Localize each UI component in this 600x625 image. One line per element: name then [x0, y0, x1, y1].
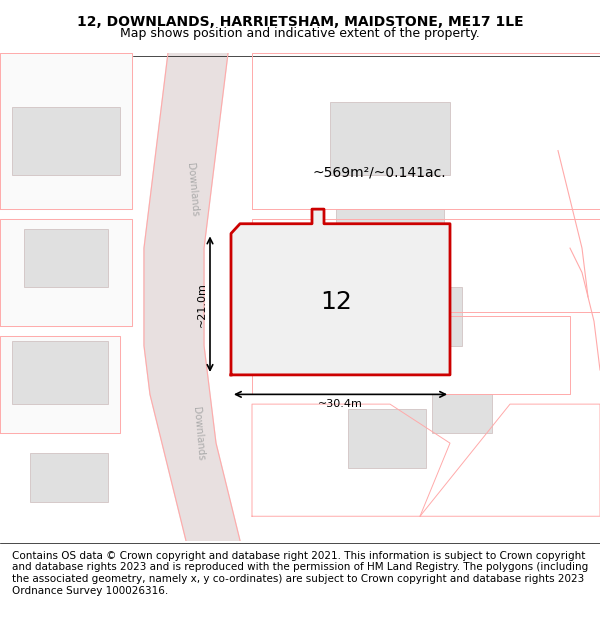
Text: Downlands: Downlands — [185, 162, 199, 217]
Bar — [30, 453, 108, 502]
Text: 12, DOWNLANDS, HARRIETSHAM, MAIDSTONE, ME17 1LE: 12, DOWNLANDS, HARRIETSHAM, MAIDSTONE, M… — [77, 15, 523, 29]
Text: ~21.0m: ~21.0m — [197, 282, 207, 327]
Text: Map shows position and indicative extent of the property.: Map shows position and indicative extent… — [120, 27, 480, 40]
Polygon shape — [0, 53, 132, 209]
Bar — [24, 229, 108, 287]
Bar — [330, 102, 450, 175]
Text: ~30.4m: ~30.4m — [318, 399, 363, 409]
Bar — [432, 394, 492, 433]
Bar — [12, 341, 108, 404]
Bar — [330, 287, 462, 346]
Bar — [336, 209, 444, 268]
Polygon shape — [231, 209, 450, 375]
Text: Contains OS data © Crown copyright and database right 2021. This information is : Contains OS data © Crown copyright and d… — [12, 551, 588, 596]
Bar — [348, 409, 426, 468]
Bar — [12, 107, 120, 175]
Polygon shape — [0, 336, 120, 433]
Text: Downlands: Downlands — [191, 406, 205, 461]
Text: ~569m²/~0.141ac.: ~569m²/~0.141ac. — [312, 166, 446, 180]
Text: 12: 12 — [320, 290, 352, 314]
Polygon shape — [144, 53, 240, 541]
Polygon shape — [0, 219, 132, 326]
